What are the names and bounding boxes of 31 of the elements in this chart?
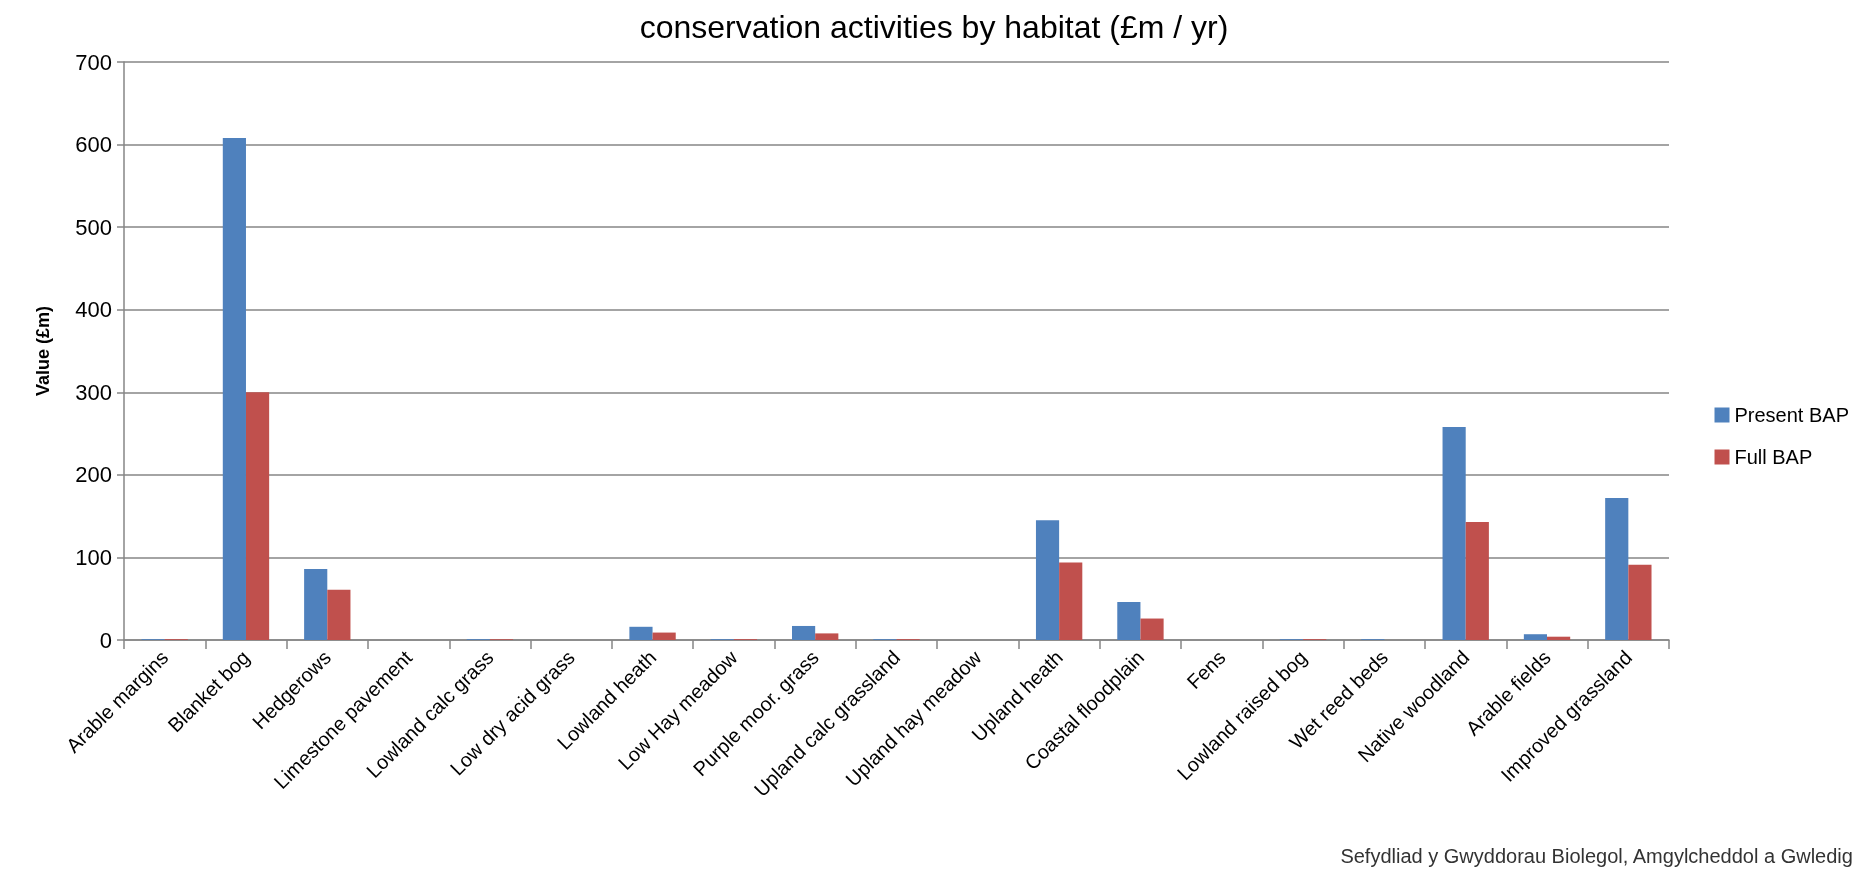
bar [1523, 634, 1548, 640]
y-tick-label: 200 [75, 462, 112, 488]
legend-label: Full BAP [1734, 446, 1813, 468]
bar [222, 137, 246, 640]
y-tick-label: 100 [75, 544, 112, 570]
y-tick-label: 600 [75, 132, 112, 158]
bar [1547, 636, 1571, 640]
bar [1605, 497, 1629, 640]
bar [1628, 564, 1652, 640]
y-tick-label: 400 [75, 297, 112, 323]
bar [245, 392, 270, 640]
bar [1442, 426, 1466, 640]
y-tick-label: 300 [75, 379, 112, 405]
bar [304, 568, 328, 640]
bar [1140, 618, 1164, 640]
legend-label: Present BAP [1734, 404, 1850, 426]
y-tick-label: 500 [75, 214, 112, 240]
bar [815, 633, 839, 640]
bar [327, 589, 351, 640]
bar [1465, 521, 1489, 640]
bar [629, 626, 653, 640]
bar [652, 632, 676, 640]
bar [792, 625, 816, 640]
bar [1117, 602, 1141, 640]
bar [1035, 520, 1060, 640]
y-axis-title: Value (£m) [33, 305, 53, 397]
y-tick-label: 0 [99, 627, 112, 653]
chart-title: conservation activities by habitat (£m / yr) [639, 9, 1229, 45]
text: Sefydliad y Gwyddorau Biolegol, Amgylcheddol a Gwledig [1340, 845, 1853, 867]
bar [1059, 562, 1083, 640]
y-tick-label: 700 [75, 49, 112, 75]
